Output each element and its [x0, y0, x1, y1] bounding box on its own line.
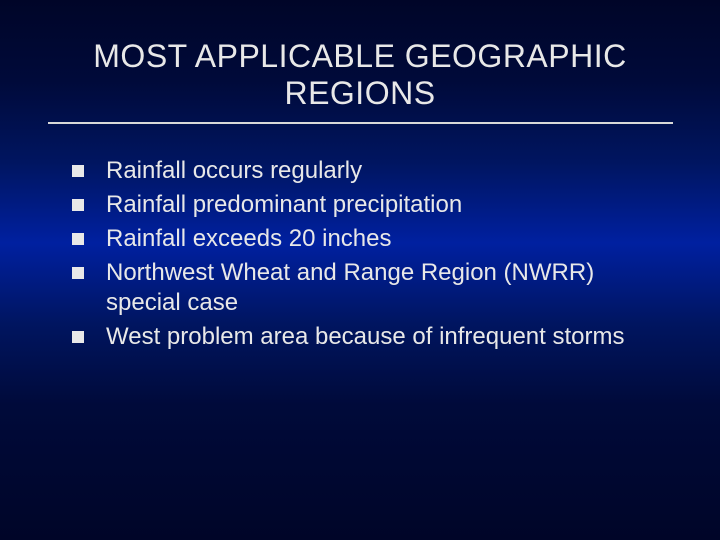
- bullet-text: Rainfall occurs regularly: [106, 156, 362, 185]
- square-bullet-icon: [72, 233, 84, 245]
- list-item: Rainfall exceeds 20 inches: [72, 224, 660, 253]
- bullet-text: Rainfall exceeds 20 inches: [106, 224, 392, 253]
- list-item: West problem area because of infrequent …: [72, 322, 660, 351]
- square-bullet-icon: [72, 331, 84, 343]
- square-bullet-icon: [72, 199, 84, 211]
- bullet-text: West problem area because of infrequent …: [106, 322, 624, 351]
- bullet-text: Rainfall predominant precipitation: [106, 190, 462, 219]
- square-bullet-icon: [72, 267, 84, 279]
- square-bullet-icon: [72, 165, 84, 177]
- bullet-list: Rainfall occurs regularly Rainfall predo…: [0, 124, 720, 352]
- slide-title: MOST APPLICABLE GEOGRAPHIC REGIONS: [0, 0, 720, 120]
- bullet-text: Northwest Wheat and Range Region (NWRR) …: [106, 258, 660, 317]
- list-item: Rainfall occurs regularly: [72, 156, 660, 185]
- list-item: Northwest Wheat and Range Region (NWRR) …: [72, 258, 660, 317]
- list-item: Rainfall predominant precipitation: [72, 190, 660, 219]
- slide: MOST APPLICABLE GEOGRAPHIC REGIONS Rainf…: [0, 0, 720, 540]
